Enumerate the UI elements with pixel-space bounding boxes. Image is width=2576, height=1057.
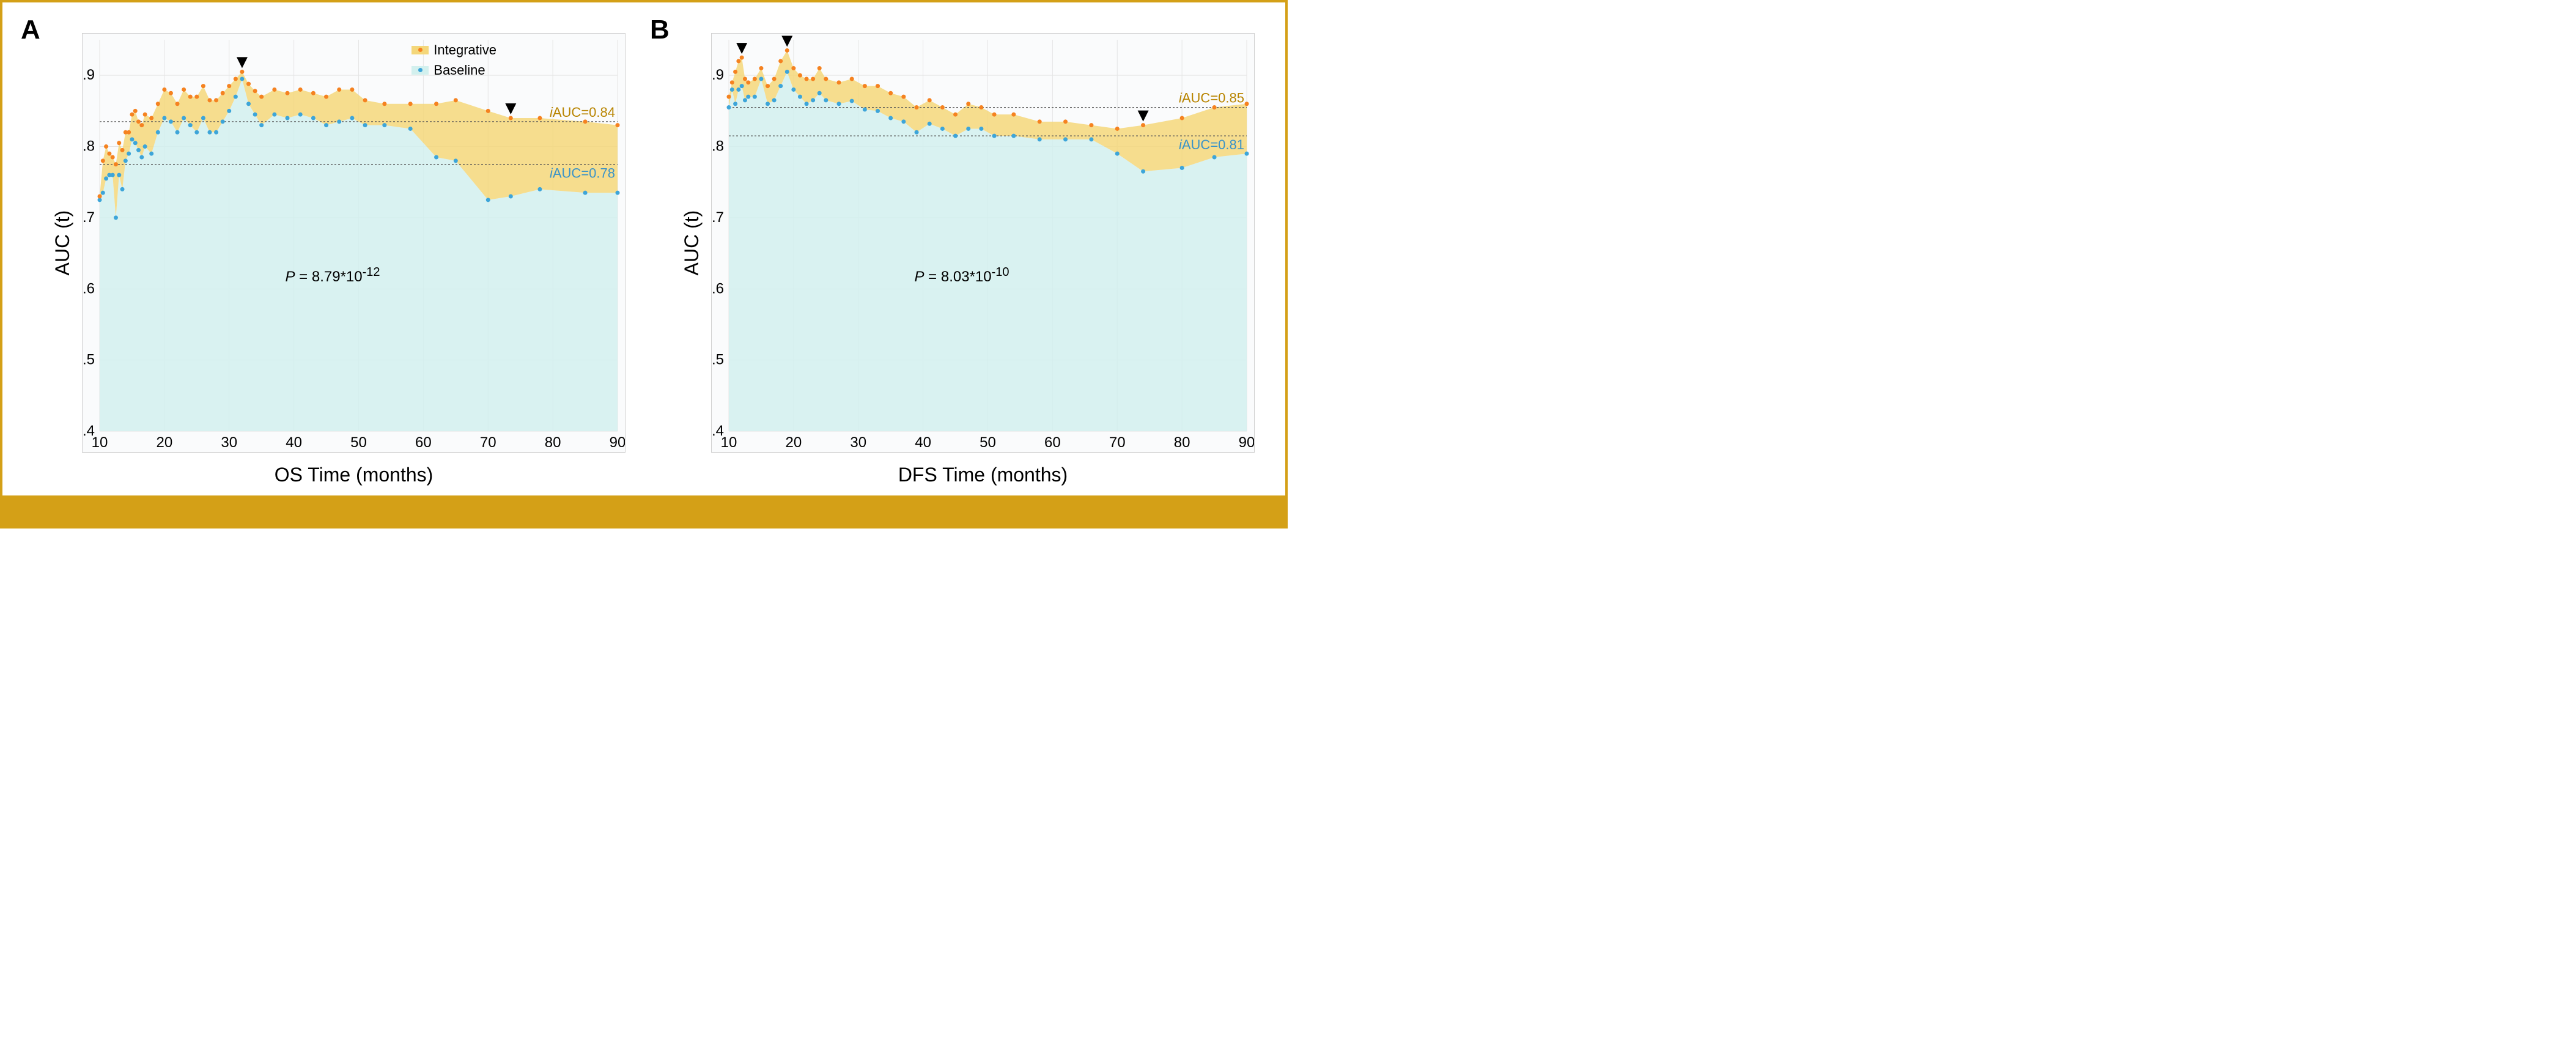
panel-b-xlabel: DFS Time (months) (898, 464, 1068, 486)
legend-item: Baseline (411, 60, 496, 80)
panel-a-ylabel: AUC (t) (51, 210, 74, 276)
svg-text:0.8: 0.8 (712, 138, 724, 155)
panel-b-plot-inner: 0.40.50.60.70.80.9102030405060708090iAUC… (711, 33, 1255, 453)
svg-text:0.6: 0.6 (83, 280, 95, 297)
legend-label: Baseline (434, 60, 485, 80)
panel-b-ylabel: AUC (t) (681, 210, 703, 276)
panel-a-plot: AUC (t) OS Time (months) 0.40.50.60.70.8… (82, 33, 626, 453)
panel-b: B AUC (t) DFS Time (months) 0.40.50.60.7… (644, 15, 1273, 489)
figure-container: A AUC (t) OS Time (months) 0.40.50.60.70… (0, 0, 1288, 528)
panel-a-plot-inner: 0.40.50.60.70.80.9102030405060708090iAUC… (82, 33, 626, 453)
svg-text:70: 70 (480, 434, 496, 451)
svg-text:10: 10 (92, 434, 108, 451)
svg-text:0.6: 0.6 (712, 280, 724, 297)
panels-row: A AUC (t) OS Time (months) 0.40.50.60.70… (2, 2, 1285, 495)
svg-text:0.5: 0.5 (83, 352, 95, 368)
svg-text:60: 60 (415, 434, 432, 451)
panel-a-xlabel: OS Time (months) (275, 464, 434, 486)
svg-text:10: 10 (721, 434, 737, 451)
svg-text:iAUC=0.78: iAUC=0.78 (550, 166, 615, 181)
svg-text:80: 80 (1174, 434, 1190, 451)
panel-b-svg: 0.40.50.60.70.80.9102030405060708090iAUC… (712, 34, 1254, 452)
panel-b-plot: AUC (t) DFS Time (months) 0.40.50.60.70.… (711, 33, 1255, 453)
svg-text:90: 90 (610, 434, 625, 451)
svg-text:20: 20 (157, 434, 173, 451)
panel-a-svg: 0.40.50.60.70.80.9102030405060708090iAUC… (83, 34, 625, 452)
svg-text:0.5: 0.5 (712, 352, 724, 368)
svg-text:iAUC=0.84: iAUC=0.84 (550, 105, 615, 120)
legend: IntegrativeBaseline (411, 40, 496, 80)
svg-text:70: 70 (1109, 434, 1126, 451)
legend-item: Integrative (411, 40, 496, 60)
svg-text:20: 20 (786, 434, 802, 451)
svg-text:30: 30 (221, 434, 237, 451)
svg-text:0.7: 0.7 (83, 209, 95, 226)
svg-text:iAUC=0.85: iAUC=0.85 (1179, 91, 1244, 106)
bottom-bar (2, 495, 1285, 526)
svg-text:50: 50 (350, 434, 367, 451)
svg-text:40: 40 (915, 434, 931, 451)
svg-text:50: 50 (980, 434, 996, 451)
legend-label: Integrative (434, 40, 496, 60)
panel-a: A AUC (t) OS Time (months) 0.40.50.60.70… (15, 15, 644, 489)
svg-text:0.9: 0.9 (712, 67, 724, 83)
panel-a-label: A (21, 15, 40, 45)
svg-text:80: 80 (545, 434, 561, 451)
svg-text:60: 60 (1044, 434, 1061, 451)
svg-text:0.8: 0.8 (83, 138, 95, 155)
svg-text:iAUC=0.81: iAUC=0.81 (1179, 137, 1244, 152)
svg-text:30: 30 (850, 434, 866, 451)
svg-text:90: 90 (1239, 434, 1254, 451)
svg-text:0.7: 0.7 (712, 209, 724, 226)
svg-text:0.9: 0.9 (83, 67, 95, 83)
panel-b-label: B (650, 15, 670, 45)
svg-text:40: 40 (286, 434, 302, 451)
